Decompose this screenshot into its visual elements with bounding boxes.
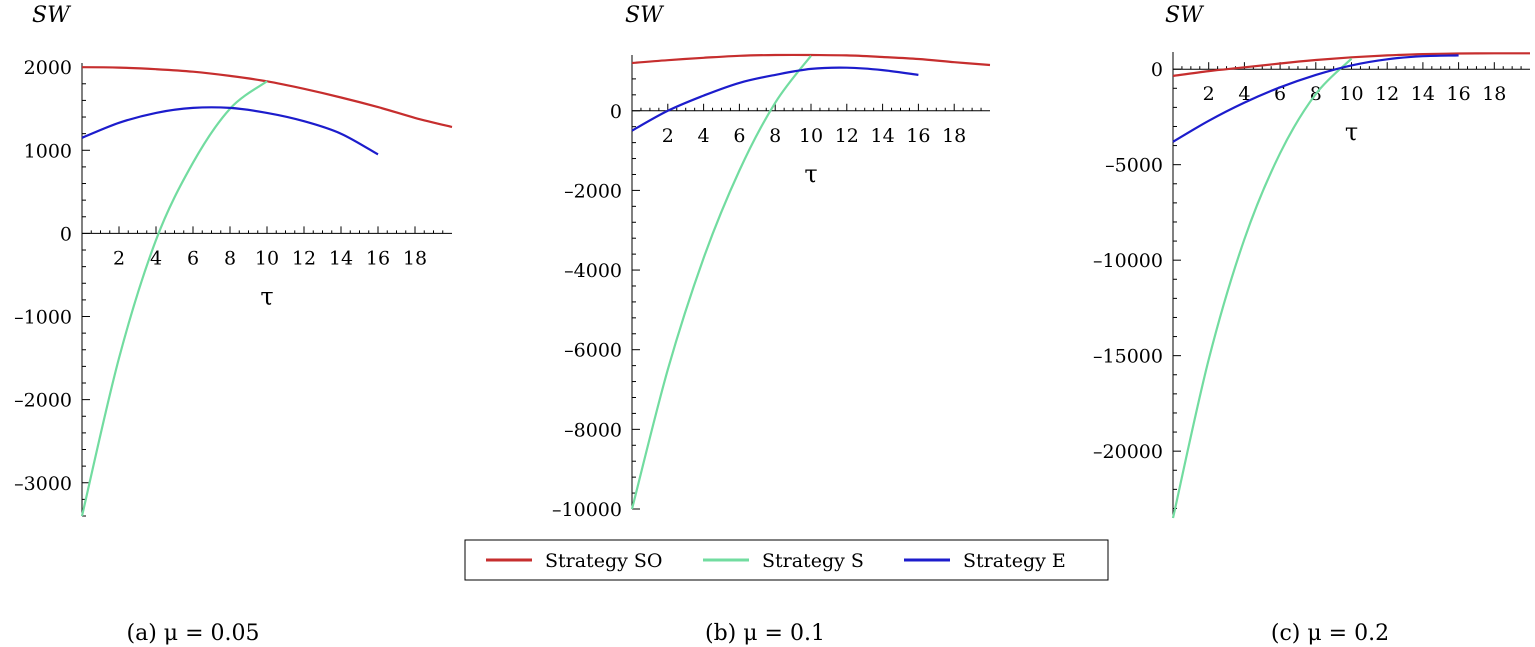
x-tick-label: 4 <box>150 247 162 269</box>
y-tick-label: –8000 <box>564 419 622 441</box>
y-tick-label: 0 <box>1151 59 1163 81</box>
y-tick-label: –5000 <box>1105 155 1163 177</box>
chart-panel-a: 2000 1000 0 –1000 –2000 –3000 2 4 6 8 10 12 14 16 18 SW… <box>14 3 453 646</box>
x-tick-label: 8 <box>769 125 781 147</box>
x-tick-label: 4 <box>1238 83 1250 105</box>
series-line-strategy-e <box>631 66 919 132</box>
series-line-strategy-e <box>1172 54 1459 143</box>
chart-caption: (c) μ = 0.2 <box>1271 621 1389 646</box>
x-axis-title: τ <box>1345 118 1358 146</box>
x-tick-label: 14 <box>871 125 895 147</box>
series-line-strategy-s <box>1171 57 1353 519</box>
x-tick-label: 2 <box>662 125 674 147</box>
x-tick-label: 10 <box>255 247 279 269</box>
y-tick-label: –2000 <box>564 180 622 202</box>
legend-label-strategy-s: Strategy S <box>762 550 864 572</box>
y-tick-label: –4000 <box>564 260 622 282</box>
legend-label-strategy-e: Strategy E <box>963 550 1066 572</box>
x-axis-title: τ <box>804 160 817 188</box>
y-axis-title: SW <box>32 3 72 28</box>
legend-box <box>464 539 1109 581</box>
x-tick-label: 18 <box>942 125 966 147</box>
y-axis-title: SW <box>1165 3 1205 28</box>
x-tick-label: 12 <box>292 247 316 269</box>
series-line-strategy-s <box>630 55 812 510</box>
x-tick-label: 2 <box>1203 83 1215 105</box>
y-tick-label: 0 <box>610 101 622 123</box>
x-tick-label: 8 <box>224 247 236 269</box>
x-tick-label: 18 <box>403 247 427 269</box>
legend-label-strategy-so: Strategy SO <box>545 550 662 572</box>
y-tick-label: 2000 <box>24 57 72 79</box>
x-tick-label: 14 <box>329 247 353 269</box>
y-tick-label: –20000 <box>1093 441 1163 463</box>
series-line-strategy-so <box>1172 52 1530 77</box>
x-axis-title: τ <box>260 282 273 310</box>
series-line-strategy-s <box>80 80 268 517</box>
x-tick-label: 16 <box>906 125 930 147</box>
x-tick-label: 6 <box>733 125 745 147</box>
y-tick-label: –3000 <box>14 473 72 495</box>
series-line-strategy-e <box>81 106 379 156</box>
x-tick-label: 4 <box>698 125 710 147</box>
y-tick-label: 1000 <box>24 140 72 162</box>
x-tick-label: 16 <box>366 247 390 269</box>
y-tick-label: –1000 <box>14 307 72 329</box>
y-tick-label: –2000 <box>14 390 72 412</box>
chart-caption: (a) μ = 0.05 <box>127 621 260 646</box>
x-tick-label: 10 <box>799 125 823 147</box>
y-tick-label: –10000 <box>1093 250 1163 272</box>
legend: Strategy SO Strategy S Strategy E <box>464 539 1109 581</box>
y-axis-title: SW <box>625 3 665 28</box>
y-tick-label: 0 <box>60 223 72 245</box>
y-tick-label: –10000 <box>552 499 622 521</box>
x-tick-label: 6 <box>187 247 199 269</box>
chart-caption: (b) μ = 0.1 <box>705 621 825 646</box>
x-tick-label: 12 <box>835 125 859 147</box>
x-tick-label: 12 <box>1375 83 1399 105</box>
x-tick-label: 2 <box>113 247 125 269</box>
x-tick-label: 16 <box>1447 83 1471 105</box>
series-line-strategy-so <box>631 53 991 67</box>
x-tick-label: 10 <box>1339 83 1363 105</box>
x-tick-label: 18 <box>1482 83 1506 105</box>
y-tick-label: –6000 <box>564 340 622 362</box>
x-tick-label: 14 <box>1411 83 1435 105</box>
chart-panel-b: 0 –2000 –4000 –6000 –8000 –10000 2 4 6 8 10 12 14 16 1… <box>552 3 991 646</box>
y-tick-label: –15000 <box>1093 346 1163 368</box>
